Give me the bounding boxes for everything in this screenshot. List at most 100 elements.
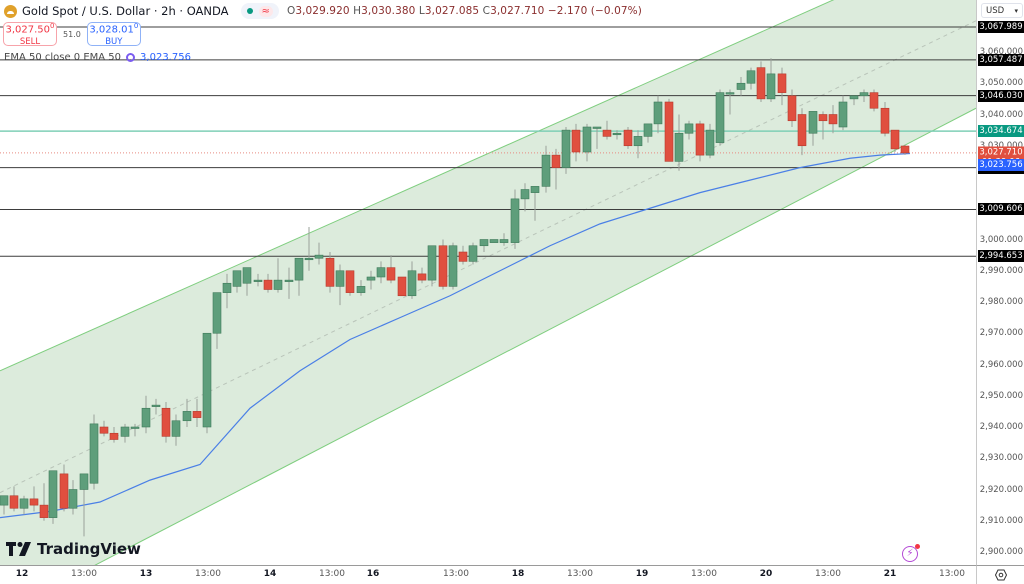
candle-down (386, 267, 396, 281)
chart-settings-button[interactable] (976, 565, 1024, 584)
market-status-pill[interactable]: ≈ (240, 3, 279, 19)
level-price-label: 3,046.030 (978, 89, 1024, 102)
price-axis[interactable]: USD ▾ 3,060.000 3,050.000 3,040.000 3,030.0… (976, 0, 1024, 565)
price-tick-label: 3,060.000 (979, 47, 1023, 57)
sell-price-sup: 0 (50, 21, 55, 30)
time-tick-label: 20 (759, 569, 773, 579)
candle-up (356, 286, 366, 293)
ema-indicator-name: EMA 50 close 0 EMA 50 (4, 52, 122, 63)
candle-down (828, 114, 838, 125)
gear-icon (995, 569, 1007, 581)
candle-down (161, 407, 171, 437)
candle-up (766, 73, 776, 100)
candle-down (890, 129, 900, 150)
candle-up (582, 126, 592, 153)
sell-label: SELL (19, 37, 41, 48)
candle-up (222, 282, 232, 293)
price-tick-label: 2,970.000 (979, 328, 1023, 339)
buy-button[interactable]: 3,028.010 BUY (86, 22, 141, 48)
ema-indicator-value: 3,023.756 (140, 52, 191, 63)
candle-down (756, 67, 766, 100)
candle-up (808, 111, 818, 134)
low-value: 3,027.085 (424, 5, 480, 17)
ema-50-line (0, 152, 911, 519)
time-axis[interactable]: 12 13:00 13 13:00 14 13:00 16 13:00 18 13:00 19 13:… (0, 565, 976, 584)
candle-up (705, 129, 715, 156)
candle-up (171, 420, 181, 437)
candle-up (427, 245, 437, 281)
candle-down (571, 129, 581, 153)
close-value: 3,027.710 (490, 5, 545, 17)
candle-down (787, 95, 797, 122)
loading-spinner-icon (126, 53, 136, 62)
time-tick-label: 19 (635, 569, 649, 579)
time-tick-label: 13:00 (195, 569, 221, 579)
candle-up (212, 292, 222, 334)
candle-up (68, 489, 78, 509)
currency-selector[interactable]: USD ▾ (981, 3, 1023, 18)
symbol-title[interactable]: Gold Spot / U.S. Dollar · 2h · OANDA (22, 4, 229, 18)
candle-up (19, 498, 29, 509)
candle-up (633, 136, 643, 147)
sell-price: 3,027.50 (5, 24, 51, 36)
candle-up (232, 270, 242, 287)
candle-up (746, 70, 756, 84)
candle-up (253, 279, 263, 282)
buy-label: BUY (105, 37, 123, 48)
time-tick-label: 13:00 (567, 569, 593, 579)
candle-up (202, 332, 212, 428)
candle-down (9, 495, 19, 509)
chart-header: Gold Spot / U.S. Dollar · 2h · OANDA ≈ O… (4, 2, 642, 20)
candle-up (592, 126, 602, 129)
high-value: 3,030.380 (361, 5, 416, 17)
ema-legend[interactable]: EMA 50 close 0 EMA 50 3,023.756 (4, 52, 191, 63)
candle-up (314, 254, 324, 259)
candle-up (242, 267, 252, 284)
change-value: −2.170 (−0.07%) (547, 5, 642, 17)
price-tick-label: 3,050.000 (979, 78, 1023, 89)
time-tick-label: 13:00 (443, 569, 469, 579)
candle-down (417, 273, 427, 281)
channel-lower-line (94, 107, 976, 565)
candle-up (366, 276, 376, 281)
time-tick-label: 12 (15, 569, 29, 579)
candle-up (376, 267, 386, 278)
level-price-label: 3,009.606 (978, 203, 1024, 216)
lightning-alert-icon[interactable]: ⚡ (902, 544, 920, 562)
time-tick-label: 13:00 (319, 569, 345, 579)
candle-up (684, 123, 694, 134)
candle-down (29, 498, 39, 506)
candle-down (192, 411, 202, 418)
candle-down (39, 504, 49, 518)
chart-plot-area[interactable] (0, 0, 976, 565)
candle-up (859, 92, 869, 97)
candle-up (120, 426, 130, 437)
sell-button[interactable]: 3,027.500 SELL (3, 21, 57, 48)
candle-up (838, 101, 848, 128)
time-tick-label: 13:00 (815, 569, 841, 579)
candle-down (438, 245, 448, 287)
tradingview-logo[interactable]: TradingView (6, 540, 141, 558)
time-tick-label: 14 (263, 569, 277, 579)
candle-up (510, 198, 520, 243)
candle-up (479, 239, 489, 247)
candle-up (520, 189, 530, 200)
level-price-label: 3,067.989 (978, 21, 1024, 34)
candle-down (99, 426, 109, 434)
candle-up (407, 270, 417, 297)
time-tick-label: 18 (511, 569, 525, 579)
trade-panel: 3,027.500 SELL 51.0 3,028.010 BUY (3, 21, 141, 48)
price-tick-label: 2,930.000 (979, 453, 1023, 464)
price-tick-label: 2,950.000 (979, 390, 1023, 401)
candle-up (715, 92, 725, 143)
buy-price: 3,028.01 (89, 24, 134, 36)
candle-down (777, 73, 787, 93)
candle-up (48, 470, 58, 518)
candle-down (664, 101, 674, 162)
candlestick-chart[interactable] (0, 0, 976, 565)
candle-up (541, 154, 551, 187)
market-open-dot-icon (246, 8, 253, 14)
candle-up (335, 270, 345, 287)
candle-down (797, 114, 807, 147)
candle-down (397, 276, 407, 297)
